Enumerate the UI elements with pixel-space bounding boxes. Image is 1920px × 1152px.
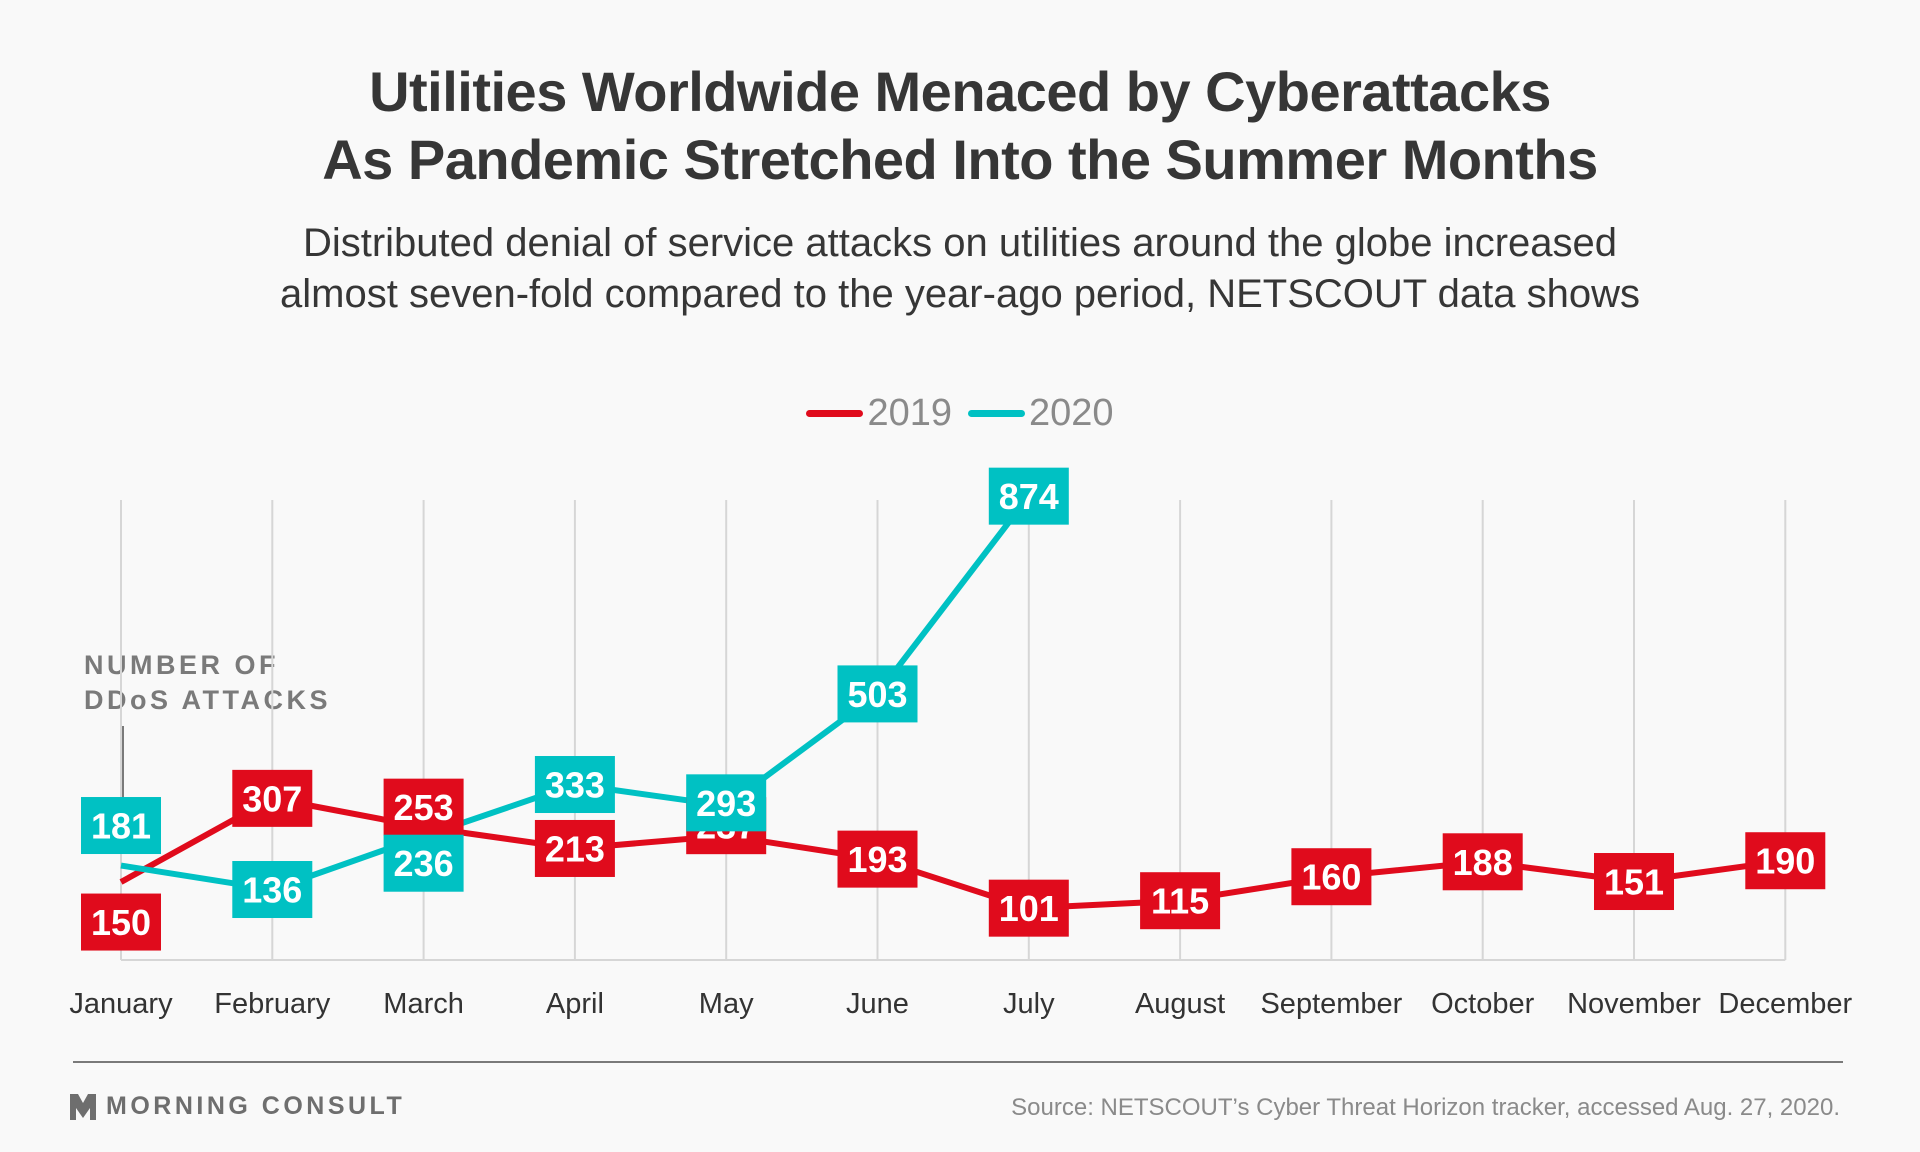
data-label-2019-february: 307 [242,778,302,819]
legend-swatch-2019 [806,410,864,417]
data-label-2020-january: 181 [91,806,151,847]
legend-label-2019: 2019 [867,392,952,434]
legend: 2019 2020 [0,392,1920,435]
data-label-box-2019-july [988,879,1069,937]
chart-title: Utilities Worldwide Menaced by Cyberatta… [0,58,1920,194]
data-label-box-2019-june [837,830,918,888]
chart-subtitle-line-2: almost seven-fold compared to the year-a… [280,272,1640,316]
x-tick-label-december: December [1718,988,1852,1020]
data-label-2020-may: 293 [696,783,756,824]
data-label-2019-october: 188 [1453,842,1513,883]
data-label-box-2019-january [81,893,161,951]
y-axis-label: NUMBER OF DDoS ATTACKS [84,648,331,718]
y-axis-label-line-1: NUMBER OF [84,650,279,680]
data-label-box-2019-september [1291,848,1372,906]
data-label-2019-march: 253 [394,787,454,828]
legend-item-2020: 2020 [968,392,1114,435]
x-tick-label-march: March [383,988,464,1020]
morning-consult-logo-icon [70,1093,96,1120]
chart-subtitle: Distributed denial of service attacks on… [0,218,1920,320]
data-label-box-2020-january [81,797,161,855]
data-label-box-2019-april [534,819,615,877]
data-label-2019-september: 160 [1301,857,1361,898]
data-label-2020-june: 503 [847,674,907,715]
brand: MORNING CONSULT [70,1092,405,1121]
data-label-box-2020-may [686,774,767,832]
data-label-box-2020-june [837,665,918,723]
x-tick-label-october: October [1431,988,1534,1020]
data-label-2019-january: 150 [91,902,151,943]
legend-item-2019: 2019 [806,392,952,435]
data-label-2019-july: 101 [999,888,1059,929]
x-tick-label-july: July [1003,988,1055,1020]
x-tick-label-september: September [1260,988,1402,1020]
x-tick-label-june: June [846,988,909,1020]
data-label-2019-august: 115 [1151,881,1209,922]
data-label-box-2019-november [1594,853,1674,911]
data-label-2020-february: 136 [242,870,302,911]
data-label-box-2020-february [232,861,313,919]
data-label-box-2019-december [1745,832,1826,890]
data-label-box-2019-march [383,778,464,836]
chart-title-line-2: As Pandemic Stretched Into the Summer Mo… [322,128,1598,191]
chart-title-line-1: Utilities Worldwide Menaced by Cyberatta… [369,60,1551,123]
x-tick-label-august: August [1135,988,1225,1020]
x-tick-label-january: January [69,988,173,1020]
data-label-2019-december: 190 [1755,841,1815,882]
data-label-2020-april: 333 [545,765,605,806]
source-note: Source: NETSCOUT’s Cyber Threat Horizon … [1011,1094,1840,1121]
data-label-box-2019-february [232,769,313,827]
y-axis-label-line-2: DDoS ATTACKS [84,685,331,715]
footer-divider [73,1061,1843,1063]
data-label-box-2019-august [1140,872,1221,930]
data-label-2019-november: 151 [1604,862,1664,903]
x-tick-label-may: May [699,988,754,1020]
data-label-box-2020-march [383,834,464,892]
data-label-2019-june: 193 [847,839,907,880]
data-label-2020-july: 874 [999,476,1059,517]
x-tick-label-february: February [214,988,331,1020]
data-label-box-2020-july [988,467,1069,525]
brand-name: MORNING CONSULT [106,1092,406,1120]
chart-subtitle-line-1: Distributed denial of service attacks on… [302,221,1618,265]
data-label-box-2019-october [1442,833,1523,891]
data-label-2019-april: 213 [545,828,605,869]
data-label-2020-march: 236 [394,843,454,884]
legend-swatch-2020 [968,410,1025,417]
x-tick-label-april: April [546,988,604,1020]
legend-label-2020: 2020 [1029,392,1114,434]
data-label-box-2020-april [534,756,615,814]
x-tick-label-november: November [1567,988,1701,1020]
